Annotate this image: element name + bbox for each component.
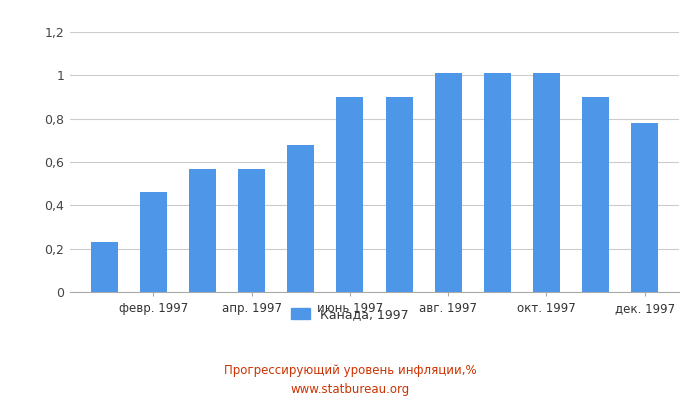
- Bar: [484, 73, 511, 292]
- Bar: [337, 97, 363, 292]
- Text: Прогрессирующий уровень инфляции,%
www.statbureau.org: Прогрессирующий уровень инфляции,% www.s…: [224, 364, 476, 396]
- Bar: [435, 73, 462, 292]
- Legend: Канада, 1997: Канада, 1997: [286, 303, 414, 326]
- Bar: [287, 145, 314, 292]
- Bar: [386, 97, 412, 292]
- Bar: [238, 168, 265, 292]
- Bar: [631, 123, 658, 292]
- Bar: [140, 192, 167, 292]
- Bar: [533, 73, 560, 292]
- Bar: [189, 168, 216, 292]
- Bar: [91, 242, 118, 292]
- Bar: [582, 97, 609, 292]
